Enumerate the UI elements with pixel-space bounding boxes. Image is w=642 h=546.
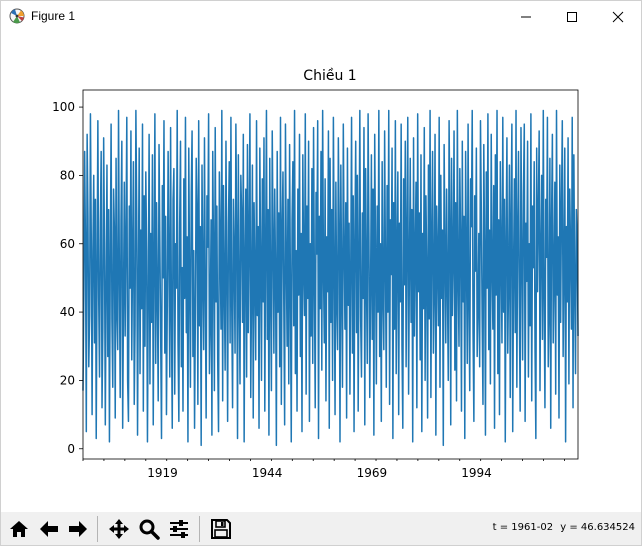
y-tick-label: 40 [60,305,75,319]
zoom-magnifier-icon [139,519,160,540]
x-tick-label: 1994 [461,466,492,480]
forward-button[interactable] [64,515,92,543]
status-y: y = 46.634524 [560,522,635,533]
save-button[interactable] [207,515,235,543]
sliders-icon [170,520,188,538]
y-tick-label: 20 [60,373,75,387]
home-button[interactable] [5,515,33,543]
x-tick-label: 1944 [252,466,283,480]
zoom-button[interactable] [135,515,163,543]
back-button[interactable] [35,515,63,543]
figure-canvas[interactable]: Chiều 1 0 20 40 60 80 100 1919 1944 1969 1994 [1,32,641,512]
y-tick-label: 100 [52,100,75,114]
pan-button[interactable] [105,515,133,543]
back-arrow-icon [40,521,58,537]
forward-arrow-icon [69,521,87,537]
window-title: Figure 1 [31,9,76,23]
axes-group: 0 20 40 60 80 100 1919 1944 1969 1994 [52,89,579,480]
axes-frame [82,89,579,460]
y-tick-label: 60 [60,237,75,251]
save-disk-icon [211,519,231,539]
navigation-toolbar: t = 1961-02 y = 46.634524 [1,512,641,545]
configure-subplots-button[interactable] [165,515,193,543]
x-tick-label: 1919 [147,466,178,480]
cursor-status: t = 1961-02 y = 46.634524 [489,522,635,533]
status-t: t = 1961-02 [492,522,554,533]
x-tick-label: 1969 [357,466,388,480]
series-group [82,109,579,447]
minimize-button[interactable] [503,1,549,32]
pan-move-icon [109,519,129,539]
line-chart[interactable]: Chiều 1 0 20 40 60 80 100 1919 1944 1969 1994 [1,32,641,512]
close-button[interactable] [595,1,641,32]
home-icon [10,521,28,537]
series-line-0 [82,109,579,447]
y-tick-label: 0 [67,442,75,456]
toolbar-separator [97,516,98,542]
close-icon [612,11,624,23]
toolbar-separator [199,516,200,542]
matplotlib-icon [9,8,25,24]
maximize-icon [567,12,577,22]
title-bar[interactable]: Figure 1 [1,1,641,32]
chart-title: Chiều 1 [303,67,356,84]
minimize-icon [521,16,531,18]
y-tick-label: 80 [60,168,75,182]
maximize-button[interactable] [549,1,595,32]
